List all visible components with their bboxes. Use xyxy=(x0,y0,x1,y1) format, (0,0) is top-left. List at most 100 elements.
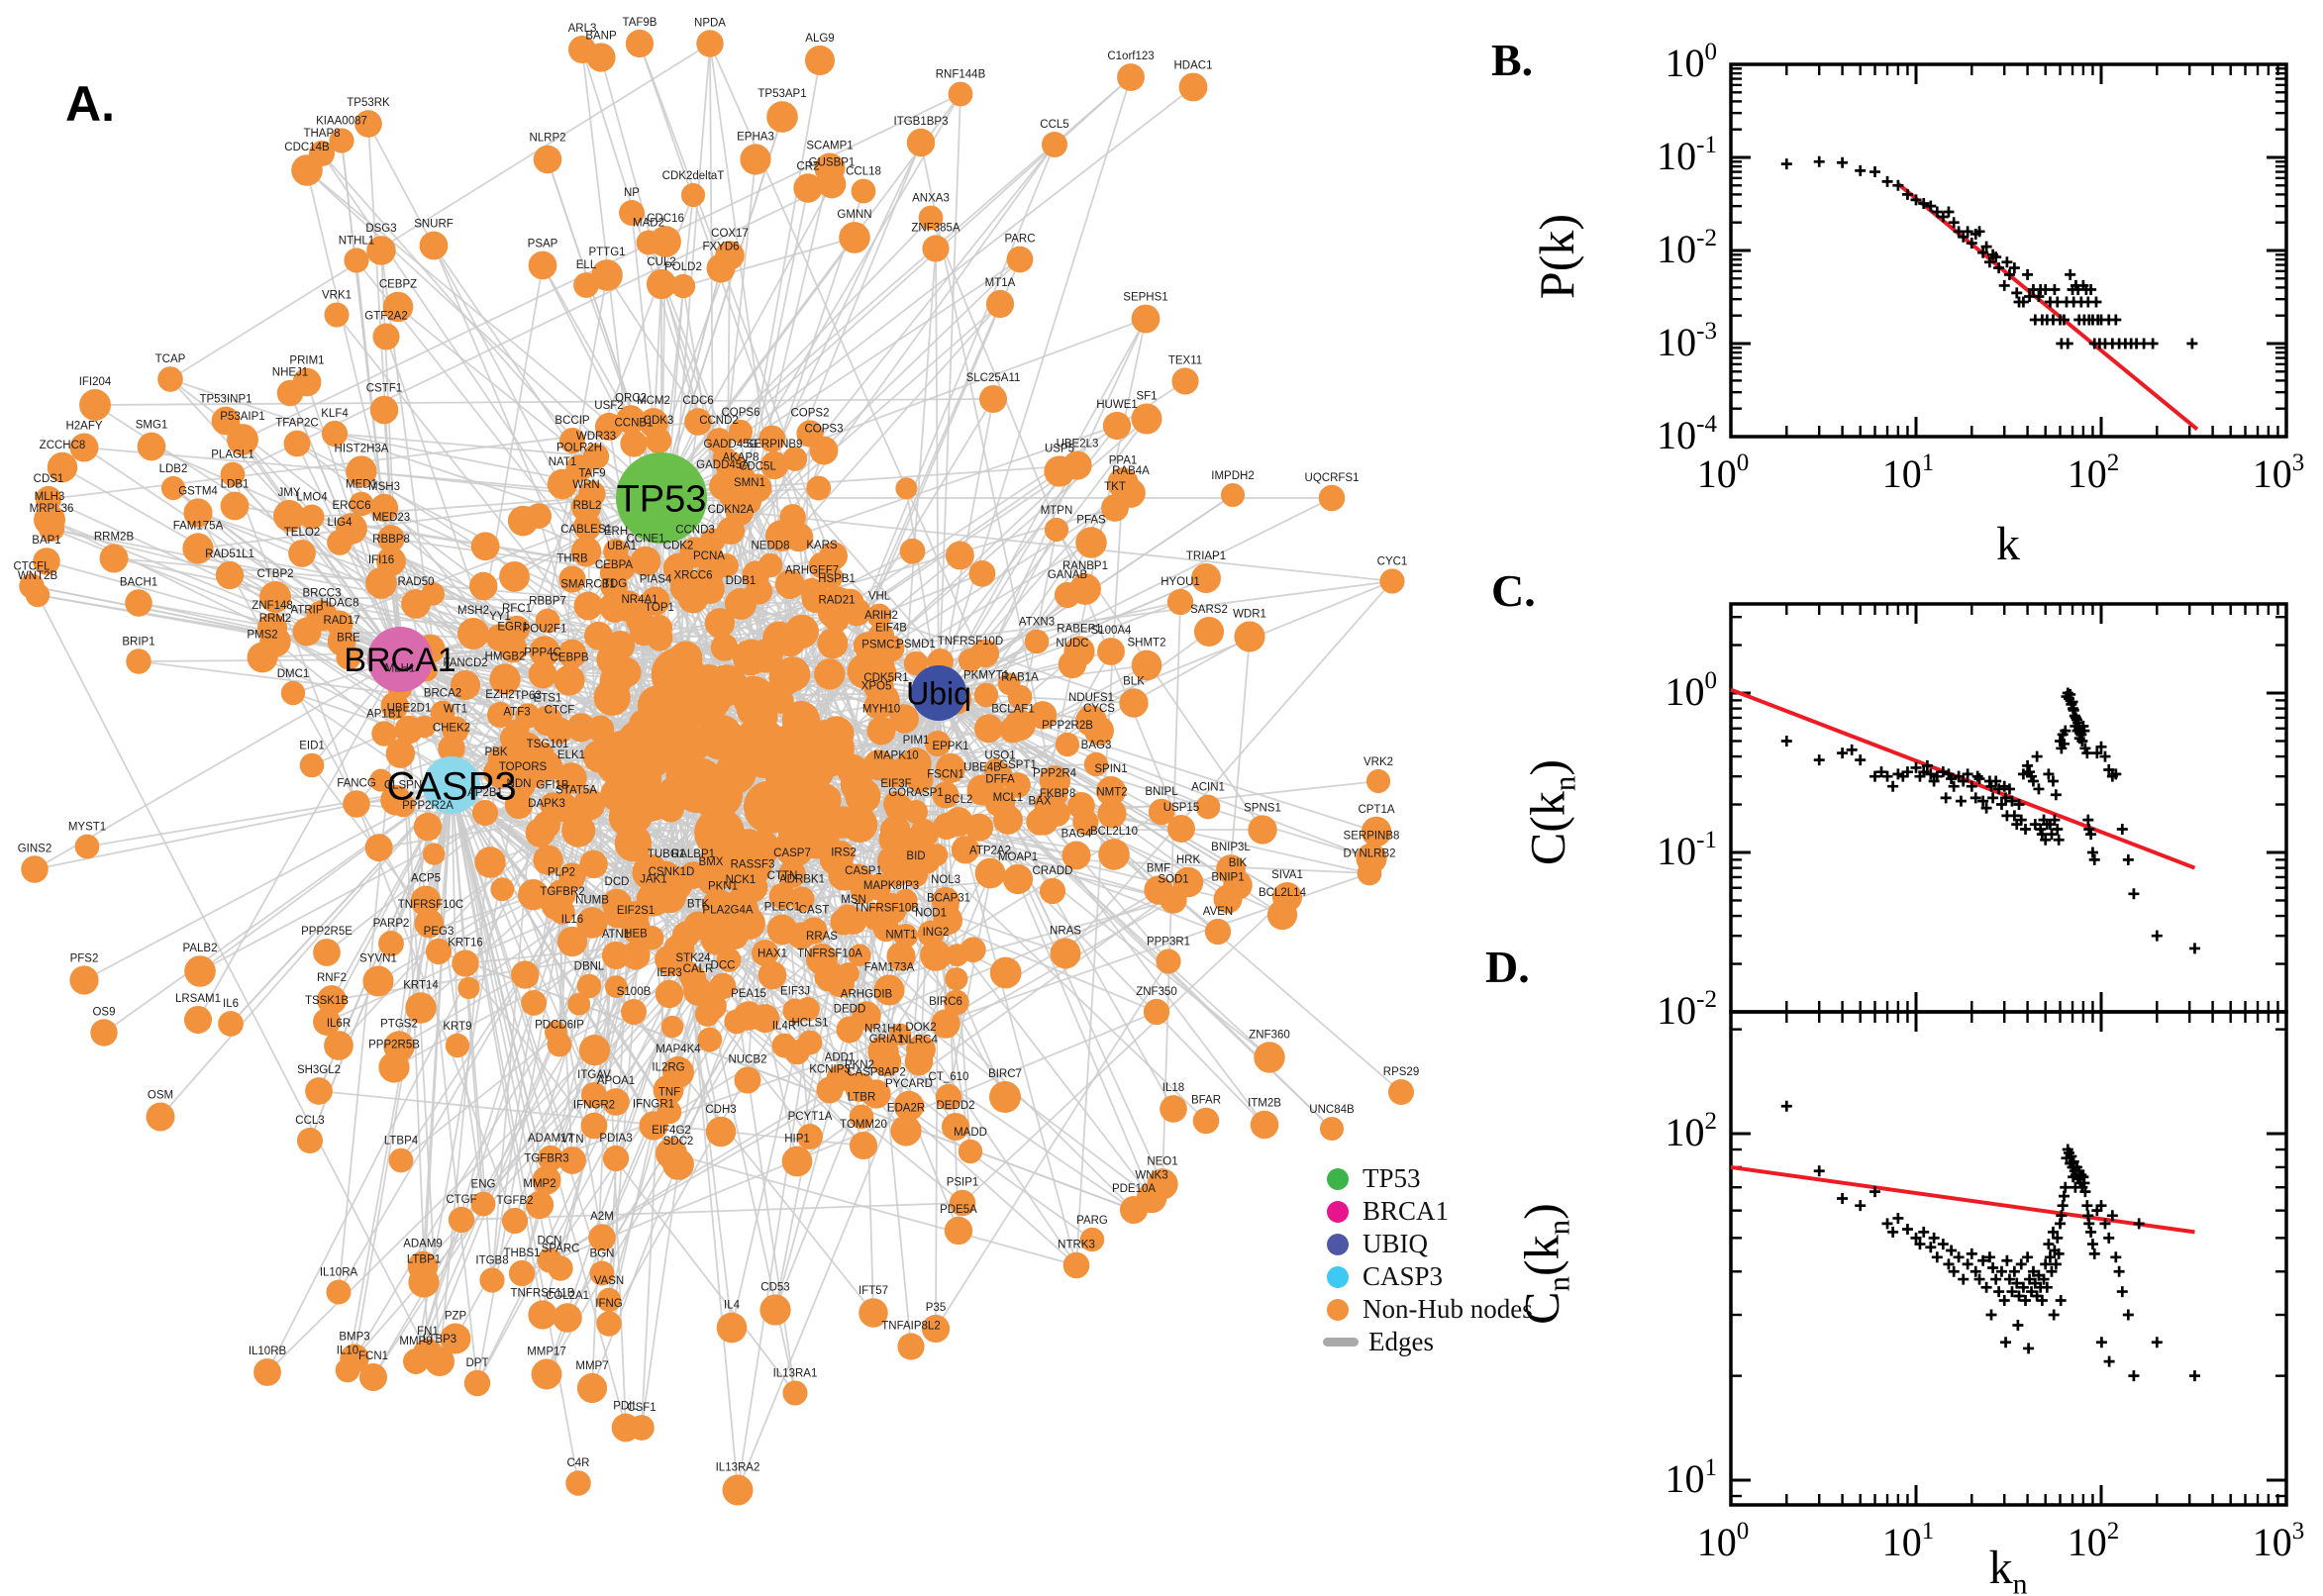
node-label: BGN xyxy=(590,1248,615,1260)
node-label: DBNL xyxy=(574,961,605,973)
node-label: NP xyxy=(624,187,640,199)
network-node xyxy=(973,682,999,708)
node-label: LTBP1 xyxy=(407,1253,441,1265)
network-node xyxy=(594,412,624,442)
node-label: KLF4 xyxy=(321,408,349,420)
node-label: VRK1 xyxy=(322,289,352,301)
node-label: CCND3 xyxy=(675,524,715,536)
node-label: PPP2R2B xyxy=(1042,720,1093,732)
network-node xyxy=(906,128,936,157)
network-node xyxy=(47,451,78,483)
node-label: NTRK3 xyxy=(1058,1240,1095,1251)
node-label: PPP2R4 xyxy=(1033,767,1077,779)
node-label: MRPL36 xyxy=(30,503,74,515)
network-node xyxy=(532,750,563,782)
node-label: IL13RA1 xyxy=(773,1367,818,1379)
network-node xyxy=(1041,131,1068,158)
node-label: LTBP4 xyxy=(384,1136,419,1147)
node-label: SMN1 xyxy=(734,477,765,489)
network-node xyxy=(1131,403,1162,435)
node-label: BIRC6 xyxy=(929,996,962,1008)
node-label: CCNB1 xyxy=(615,417,654,429)
network-node xyxy=(639,1111,668,1141)
node-label: PSIP1 xyxy=(947,1177,979,1189)
network-node xyxy=(1102,411,1132,441)
network-node xyxy=(637,685,678,726)
node-label: DFFA xyxy=(985,774,1015,786)
network-node xyxy=(814,960,846,992)
network-node xyxy=(605,975,628,998)
node-label: PPA1 xyxy=(1109,454,1138,466)
node-label: CDC14B xyxy=(284,142,330,153)
network-node xyxy=(903,862,929,888)
network-node xyxy=(851,178,876,204)
node-label: MLH1 xyxy=(385,663,416,675)
node-label: POLD2 xyxy=(664,261,702,273)
network-node xyxy=(504,790,534,820)
network-node xyxy=(625,29,655,58)
node-label: AKAP8 xyxy=(722,451,758,463)
node-label: RPS29 xyxy=(1383,1066,1419,1078)
node-label: PTTG1 xyxy=(588,247,625,258)
network-node xyxy=(126,648,152,674)
node-label: PARC xyxy=(1004,234,1035,246)
node-label: TRIAP1 xyxy=(1186,550,1226,562)
node-label: C4R xyxy=(566,1457,589,1469)
node-label: SIVA1 xyxy=(1271,869,1303,881)
network-node xyxy=(573,591,603,621)
network-node xyxy=(586,715,615,743)
network-node xyxy=(489,663,521,695)
network-node xyxy=(799,577,825,603)
node-label: PYCARD xyxy=(885,1078,933,1090)
node-label: NAT1 xyxy=(549,456,577,468)
network-edge xyxy=(94,398,994,406)
network-node xyxy=(1098,839,1130,870)
tp53-swatch-icon xyxy=(1327,1167,1349,1190)
network-node xyxy=(743,780,797,834)
node-label: PARP2 xyxy=(373,918,410,930)
network-node xyxy=(1204,918,1232,946)
network-node xyxy=(941,1112,970,1142)
network-edge xyxy=(649,730,796,1394)
node-label: AVEN xyxy=(1203,906,1233,918)
network-node xyxy=(774,569,805,599)
node-label: FAM175A xyxy=(173,520,224,532)
network-node xyxy=(974,857,1006,889)
node-label: VTN xyxy=(561,1134,584,1146)
node-label: THRB xyxy=(556,552,588,564)
node-label: BTK xyxy=(687,899,710,911)
network-node xyxy=(684,408,712,436)
node-label: IL6R xyxy=(327,1018,351,1030)
axis-label-kn: kn xyxy=(1988,1542,2028,1596)
network-node xyxy=(922,235,950,262)
node-label: ENG xyxy=(471,1179,496,1191)
network-node xyxy=(1119,688,1149,718)
network-node xyxy=(740,144,771,175)
node-label: GFI1B xyxy=(536,779,569,791)
network-node xyxy=(344,248,369,273)
network-node xyxy=(291,154,323,186)
node-label: BIK xyxy=(1229,857,1248,869)
network-node xyxy=(25,582,50,608)
network-node xyxy=(1191,563,1221,593)
node-label: ZNF350 xyxy=(1136,986,1177,998)
axis-label-Ckn: C(kn) xyxy=(1519,758,1582,866)
network-node xyxy=(452,949,479,977)
network-node xyxy=(369,768,393,792)
node-label: PSMD1 xyxy=(896,639,936,650)
network-node xyxy=(774,656,811,692)
node-label: TP53RK xyxy=(347,97,390,109)
y-tick-label: 10-1 xyxy=(1657,827,1717,873)
node-label: HDAC1 xyxy=(1174,60,1213,72)
network-node xyxy=(737,489,762,515)
node-label: ERCC6 xyxy=(333,500,371,512)
network-node xyxy=(369,395,399,425)
network-edge xyxy=(938,588,1086,694)
node-label: MMP9 xyxy=(399,1336,432,1347)
node-label: TNF xyxy=(658,1087,680,1099)
network-node xyxy=(725,588,757,620)
node-label: XPO5 xyxy=(861,681,892,693)
node-label: TELO2 xyxy=(284,527,320,539)
network-edge xyxy=(935,248,940,694)
node-label: IFI16 xyxy=(368,554,394,566)
